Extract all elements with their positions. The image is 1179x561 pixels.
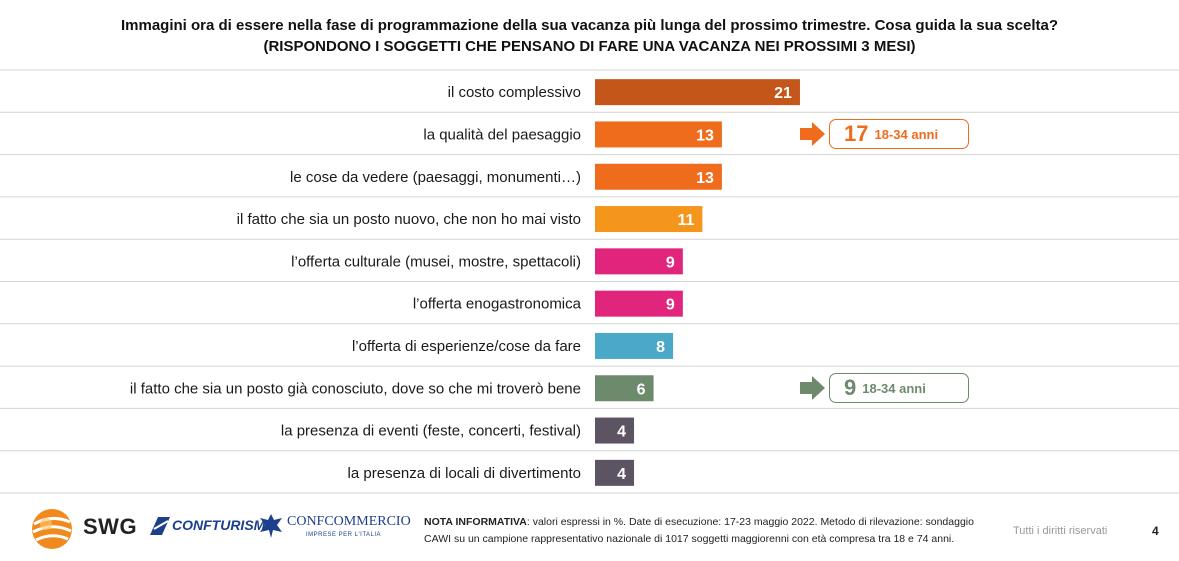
rights-text: Tutti i diritti riservati	[1013, 525, 1108, 537]
value-label: 4	[617, 424, 626, 441]
value-label: 4	[617, 466, 626, 483]
footer-note-line1: : valori espressi in %. Date di esecuzio…	[526, 516, 974, 528]
category-label: l’offerta di esperienze/cose da fare	[352, 338, 581, 355]
callout-label: 18-34 anni	[862, 380, 926, 396]
category-label: la qualità del paesaggio	[423, 126, 581, 143]
bar	[595, 206, 703, 233]
bar	[595, 375, 654, 402]
callout-value: 17	[844, 121, 869, 147]
callout-arrow-icon	[800, 122, 825, 147]
callout-value: 9	[844, 375, 857, 401]
bar-chart: il costo complessivo 21 la qualità del pae…	[0, 69, 1179, 494]
swg-globe-icon	[32, 509, 72, 549]
value-label: 13	[696, 127, 714, 144]
value-label: 9	[666, 297, 675, 314]
callout-box: 17 18-34 anni	[829, 119, 969, 150]
value-label: 21	[774, 85, 792, 102]
confcommercio-logo-sub: IMPRESE PER L'ITALIA	[306, 532, 382, 538]
bar	[595, 79, 800, 106]
callout-label: 18-34 anni	[874, 126, 939, 142]
footer-note: NOTA INFORMATIVA: valori espressi in %. …	[424, 514, 984, 548]
footer-note-line2: CAWI su un campione rappresentativo nazi…	[424, 533, 955, 545]
confturismo-logo-text: CONFTURISMO	[172, 517, 277, 533]
bar	[595, 290, 683, 317]
category-label: il fatto che sia un posto già conosciuto…	[130, 380, 581, 397]
chart-title: Immagini ora di essere nella fase di pro…	[121, 17, 1058, 34]
bar	[595, 417, 635, 444]
value-label: 9	[666, 254, 675, 271]
bar	[595, 121, 722, 148]
category-label: la presenza di locali di divertimento	[348, 465, 581, 482]
bar	[595, 248, 683, 275]
callout-arrow-icon	[800, 376, 825, 401]
page-number: 4	[1152, 524, 1159, 538]
value-label: 11	[677, 212, 694, 229]
confturismo-mark-icon	[150, 517, 170, 535]
category-label: il costo complessivo	[448, 84, 581, 101]
bar	[595, 459, 635, 486]
category-label: il fatto che sia un posto nuovo, che non…	[237, 211, 581, 228]
confcommercio-eagle-icon	[260, 514, 282, 538]
callout-box: 9 18-34 anni	[829, 373, 969, 404]
swg-logo-text: SWG	[83, 514, 138, 539]
bar	[595, 163, 722, 190]
value-label: 6	[637, 381, 646, 398]
bar	[595, 332, 674, 359]
chart-subtitle: (RISPONDONO I SOGGETTI CHE PENSANO DI FA…	[263, 38, 916, 55]
value-label: 13	[696, 170, 714, 187]
category-label: l’offerta enogastronomica	[413, 296, 582, 313]
value-label: 8	[656, 339, 665, 356]
category-label: l’offerta culturale (musei, mostre, spet…	[291, 253, 581, 270]
category-label: la presenza di eventi (feste, concerti, …	[281, 423, 581, 440]
category-label: le cose da vedere (paesaggi, monumenti…)	[290, 169, 581, 186]
footer-note-label: NOTA INFORMATIVA	[424, 516, 527, 528]
confcommercio-logo-text: CONFCOMMERCIO	[287, 514, 411, 529]
